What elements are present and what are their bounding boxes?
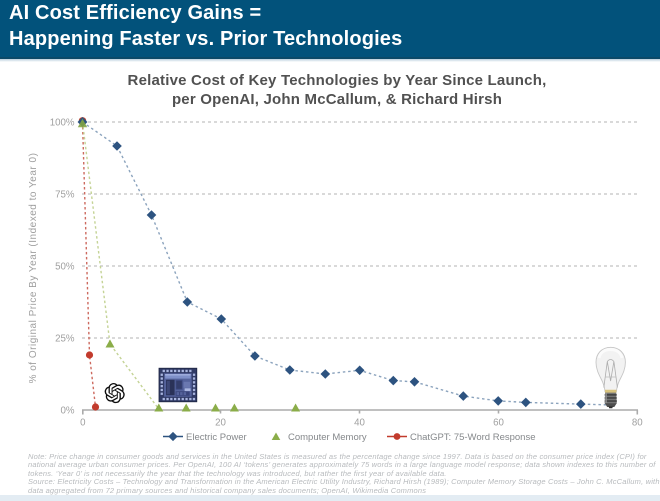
- svg-text:80: 80: [632, 418, 643, 429]
- svg-text:0: 0: [80, 418, 86, 429]
- svg-text:60: 60: [493, 418, 504, 429]
- svg-text:25%: 25%: [55, 333, 75, 344]
- svg-text:Computer Memory: Computer Memory: [288, 432, 367, 443]
- svg-text:20: 20: [215, 418, 226, 429]
- svg-text:40: 40: [354, 418, 365, 429]
- svg-text:Electric Power: Electric Power: [186, 432, 247, 443]
- svg-text:ChatGPT: 75-Word Response: ChatGPT: 75-Word Response: [410, 432, 536, 443]
- svg-text:50%: 50%: [55, 261, 75, 272]
- svg-text:% of Original Price By Year (I: % of Original Price By Year (Indexed to …: [28, 153, 39, 384]
- svg-text:0%: 0%: [60, 405, 74, 416]
- svg-text:75%: 75%: [55, 189, 75, 200]
- svg-text:100%: 100%: [50, 117, 75, 128]
